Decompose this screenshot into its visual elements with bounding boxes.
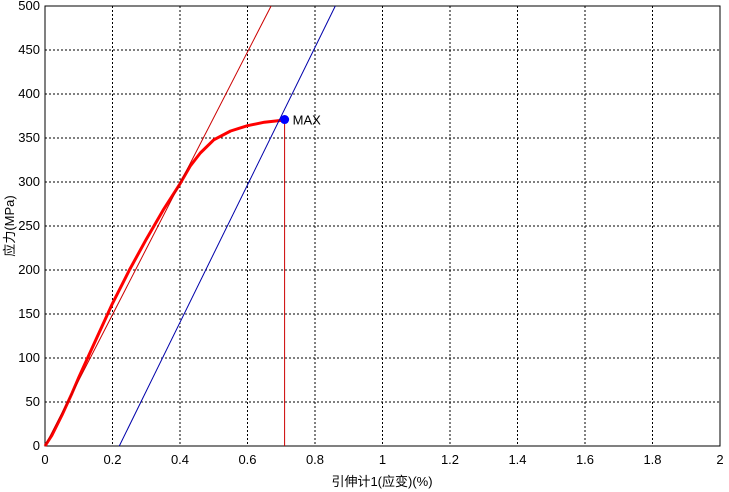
max-label: MAX bbox=[293, 113, 322, 128]
y-tick-label: 400 bbox=[18, 86, 40, 101]
x-tick-labels: 0 0.2 0.4 0.6 0.8 1 1.2 1.4 1.6 1.8 2 bbox=[41, 452, 723, 467]
y-tick-label: 100 bbox=[18, 350, 40, 365]
x-tick-label: 1.8 bbox=[643, 452, 661, 467]
x-tick-label: 1.6 bbox=[576, 452, 594, 467]
x-axis-title: 引伸计1(应变)(%) bbox=[331, 474, 432, 489]
y-tick-label: 0 bbox=[33, 438, 40, 453]
x-tick-label: 0.2 bbox=[103, 452, 121, 467]
y-tick-label: 450 bbox=[18, 42, 40, 57]
max-marker bbox=[280, 115, 290, 125]
x-tick-label: 0.8 bbox=[306, 452, 324, 467]
x-tick-label: 0.4 bbox=[171, 452, 189, 467]
y-tick-label: 500 bbox=[18, 0, 40, 13]
annotations-group: MAX bbox=[280, 113, 321, 128]
x-tick-label: 0 bbox=[41, 452, 48, 467]
y-tick-label: 350 bbox=[18, 130, 40, 145]
y-tick-label: 200 bbox=[18, 262, 40, 277]
x-tick-label: 2 bbox=[716, 452, 723, 467]
series-group bbox=[43, 5, 336, 447]
grid-lines bbox=[45, 6, 720, 446]
x-tick-label: 1.4 bbox=[508, 452, 526, 467]
x-tick-label: 1.2 bbox=[441, 452, 459, 467]
y-tick-labels: 0 50 100 150 200 250 300 350 400 450 500 bbox=[18, 0, 40, 453]
x-tick-label: 0.6 bbox=[238, 452, 256, 467]
y-tick-label: 250 bbox=[18, 218, 40, 233]
offset-line bbox=[118, 5, 336, 447]
y-axis-title: 应力(MPa) bbox=[2, 195, 17, 256]
x-tick-label: 1 bbox=[379, 452, 386, 467]
y-tick-label: 150 bbox=[18, 306, 40, 321]
y-tick-label: 300 bbox=[18, 174, 40, 189]
modulus-line bbox=[44, 5, 272, 447]
y-tick-label: 50 bbox=[26, 394, 40, 409]
